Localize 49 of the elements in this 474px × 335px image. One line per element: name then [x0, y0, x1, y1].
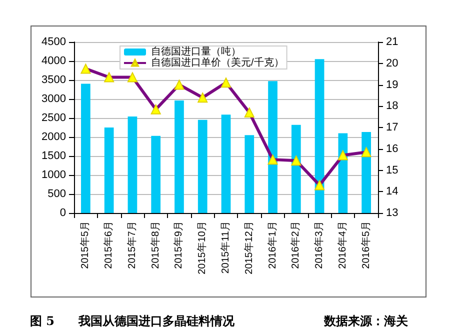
bar — [268, 81, 278, 213]
y-tick-label: 3000 — [42, 93, 66, 105]
y-tick-label: 0 — [60, 207, 66, 219]
x-tick-label: 2015年10月 — [196, 221, 208, 274]
y-tick-label: 500 — [48, 188, 66, 200]
x-tick-label: 2015年5月 — [79, 221, 92, 269]
bar — [104, 128, 114, 213]
x-tick-label: 2016年5月 — [360, 221, 372, 269]
y2-tick-label: 20 — [386, 57, 398, 70]
bar — [221, 114, 231, 213]
x-tick-label: 2016年4月 — [336, 221, 348, 269]
y-tick-label: 1000 — [42, 169, 66, 181]
x-tick-label: 2016年1月 — [266, 221, 278, 269]
y-tick-label: 4500 — [42, 36, 66, 48]
bar — [291, 124, 301, 213]
y2-tick-label: 21 — [386, 36, 398, 48]
legend-label: 自德国进口单价（美元/千克） — [151, 56, 284, 68]
x-tick-label: 2015年9月 — [172, 221, 185, 269]
bar — [174, 100, 184, 213]
y2-tick-label: 14 — [386, 186, 398, 198]
y-tick-label: 1500 — [42, 150, 66, 162]
y2-tick-label: 13 — [386, 207, 398, 219]
x-tick-label: 2016年3月 — [313, 221, 326, 269]
x-tick-label: 2015年6月 — [102, 221, 115, 269]
bar — [338, 133, 348, 213]
y-tick-label: 2500 — [42, 112, 66, 124]
bar — [198, 120, 208, 213]
bar — [362, 132, 371, 213]
x-tick-label: 2016年2月 — [290, 221, 302, 269]
bar — [314, 59, 324, 213]
x-tick-label: 2015年7月 — [126, 221, 138, 269]
y-tick-label: 3500 — [42, 74, 66, 86]
text: 图 5 我国从德国进口多晶硅料情况 — [30, 314, 236, 328]
x-tick-label: 2015年8月 — [149, 221, 162, 269]
y-tick-label: 4000 — [42, 55, 66, 67]
y2-tick-label: 18 — [386, 100, 398, 112]
source-note: 数据来源：海关 — [323, 314, 409, 328]
x-tick-label: 2015年12月 — [242, 221, 255, 274]
y2-tick-label: 17 — [386, 122, 398, 134]
y2-tick-label: 19 — [386, 78, 398, 91]
legend-label: 自德国进口量（吨） — [151, 46, 241, 58]
y2-tick-label: 16 — [386, 142, 398, 155]
bar — [128, 116, 138, 213]
y-tick-label: 2000 — [42, 131, 66, 143]
bar — [244, 135, 254, 213]
x-tick-label: 2015年11月 — [220, 221, 232, 274]
y2-tick-label: 15 — [386, 164, 398, 176]
bar — [151, 136, 161, 213]
bar — [81, 84, 90, 213]
